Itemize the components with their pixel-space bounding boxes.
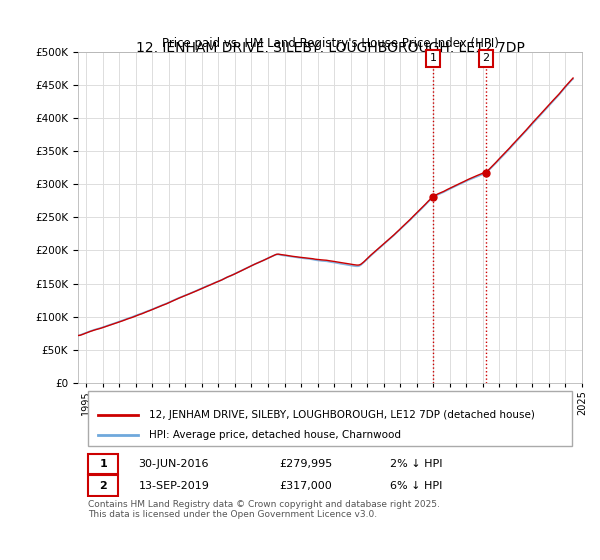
- Text: 30-JUN-2016: 30-JUN-2016: [139, 459, 209, 469]
- Text: 2: 2: [100, 480, 107, 491]
- Text: £317,000: £317,000: [280, 480, 332, 491]
- FancyBboxPatch shape: [88, 391, 572, 446]
- Text: 1: 1: [100, 459, 107, 469]
- FancyBboxPatch shape: [88, 475, 118, 496]
- Text: 6% ↓ HPI: 6% ↓ HPI: [391, 480, 443, 491]
- Text: 12, JENHAM DRIVE, SILEBY, LOUGHBOROUGH, LE12 7DP (detached house): 12, JENHAM DRIVE, SILEBY, LOUGHBOROUGH, …: [149, 410, 535, 420]
- Text: Price paid vs. HM Land Registry's House Price Index (HPI): Price paid vs. HM Land Registry's House …: [161, 38, 499, 50]
- Text: 2: 2: [482, 53, 490, 63]
- Text: HPI: Average price, detached house, Charnwood: HPI: Average price, detached house, Char…: [149, 431, 401, 441]
- Text: 1: 1: [430, 53, 437, 63]
- FancyBboxPatch shape: [88, 454, 118, 474]
- Text: 13-SEP-2019: 13-SEP-2019: [139, 480, 209, 491]
- Text: 2% ↓ HPI: 2% ↓ HPI: [391, 459, 443, 469]
- Text: £279,995: £279,995: [280, 459, 333, 469]
- Text: Contains HM Land Registry data © Crown copyright and database right 2025.
This d: Contains HM Land Registry data © Crown c…: [88, 500, 440, 519]
- Text: 12, JENHAM DRIVE, SILEBY, LOUGHBOROUGH, LE12 7DP: 12, JENHAM DRIVE, SILEBY, LOUGHBOROUGH, …: [136, 41, 524, 55]
